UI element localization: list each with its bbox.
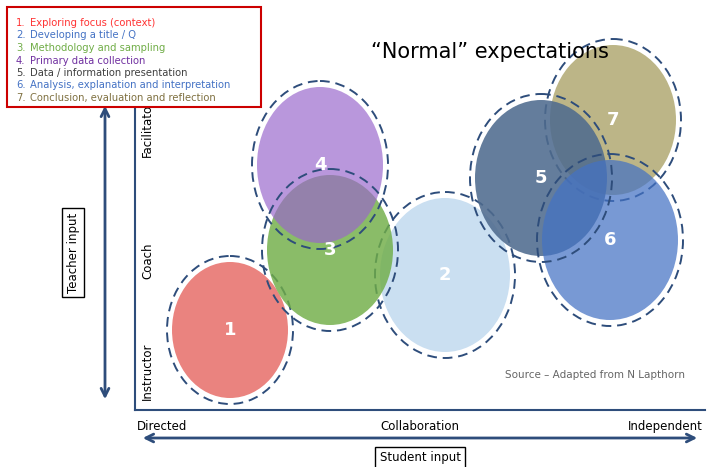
Text: 7: 7 xyxy=(607,111,619,129)
Ellipse shape xyxy=(172,262,288,398)
Text: 5: 5 xyxy=(535,169,547,187)
Text: Collaboration: Collaboration xyxy=(380,420,459,433)
Text: Teacher input: Teacher input xyxy=(66,212,79,293)
Text: Methodology and sampling: Methodology and sampling xyxy=(30,43,166,53)
Ellipse shape xyxy=(380,198,510,352)
Text: 3.: 3. xyxy=(16,43,25,53)
Text: 3: 3 xyxy=(324,241,336,259)
Text: 6: 6 xyxy=(604,231,616,249)
Text: 4: 4 xyxy=(314,156,326,174)
Text: Source – Adapted from N Lapthorn: Source – Adapted from N Lapthorn xyxy=(505,370,685,380)
FancyBboxPatch shape xyxy=(7,7,261,107)
Text: “Normal” expectations: “Normal” expectations xyxy=(371,42,609,62)
Text: 2: 2 xyxy=(438,266,451,284)
Ellipse shape xyxy=(267,175,393,325)
Text: 7.: 7. xyxy=(16,93,26,103)
Ellipse shape xyxy=(257,87,383,243)
Text: 6.: 6. xyxy=(16,80,26,91)
Ellipse shape xyxy=(542,160,678,320)
Text: Data / information presentation: Data / information presentation xyxy=(30,68,187,78)
Text: Conclusion, evaluation and reflection: Conclusion, evaluation and reflection xyxy=(30,93,216,103)
Text: 4.: 4. xyxy=(16,56,25,65)
Text: 1.: 1. xyxy=(16,18,26,28)
Text: Facilitator: Facilitator xyxy=(141,99,154,157)
Text: 1: 1 xyxy=(224,321,236,339)
Text: Independent: Independent xyxy=(628,420,703,433)
Text: Exploring focus (context): Exploring focus (context) xyxy=(30,18,156,28)
Ellipse shape xyxy=(550,45,676,195)
Text: Instructor: Instructor xyxy=(141,342,154,400)
Text: 5.: 5. xyxy=(16,68,26,78)
Text: Primary data collection: Primary data collection xyxy=(30,56,145,65)
Ellipse shape xyxy=(475,100,607,256)
Text: Analysis, explanation and interpretation: Analysis, explanation and interpretation xyxy=(30,80,230,91)
Text: Student input: Student input xyxy=(379,452,461,465)
Text: Developing a title / Q: Developing a title / Q xyxy=(30,30,136,41)
Text: Directed: Directed xyxy=(137,420,187,433)
Text: 2.: 2. xyxy=(16,30,26,41)
Text: Coach: Coach xyxy=(141,242,154,279)
